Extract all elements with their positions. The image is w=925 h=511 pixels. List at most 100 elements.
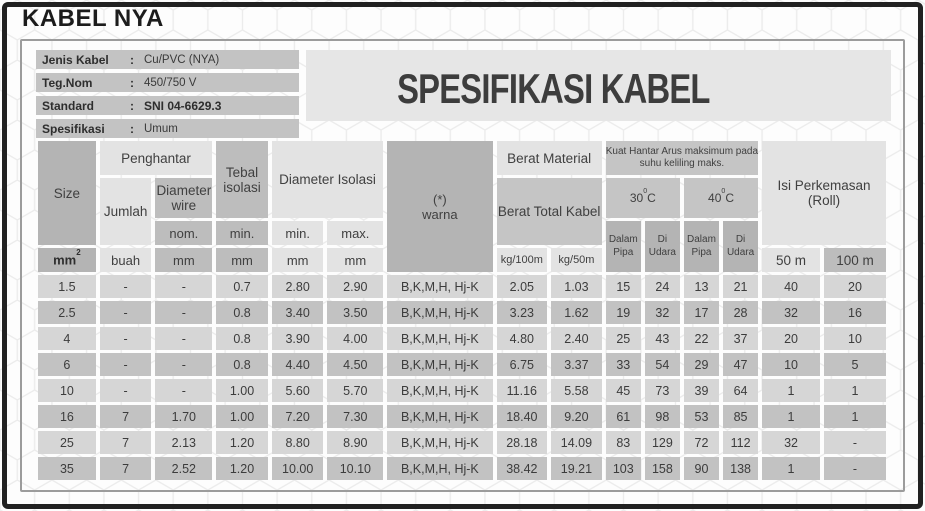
table-cell: 1.62: [551, 301, 602, 324]
table-cell: 35: [38, 457, 96, 480]
header-max-diameter: max.: [327, 221, 384, 245]
info-separator: :: [130, 75, 134, 90]
table-cell: 22: [683, 327, 720, 350]
table-header: Size Penghantar Tebal isolasi Diameter I…: [38, 141, 886, 272]
unit-mm-max: mm: [327, 248, 384, 272]
table-cell: -: [99, 353, 152, 376]
table-cell: 19.21: [551, 457, 602, 480]
table-cell: 72: [683, 431, 720, 454]
header-di-udara-40: Di Udara: [723, 221, 759, 272]
unit-roll-50m: 50 m: [762, 248, 820, 272]
table-cell: 18.40: [496, 405, 548, 428]
table-cell: B,K,M,H, Hj-K: [387, 353, 493, 376]
spec-title: SPESIFIKASI KABEL: [397, 64, 710, 112]
table-cell: 1.00: [216, 379, 268, 402]
table-cell: 9.20: [551, 405, 602, 428]
table-cell: B,K,M,H, Hj-K: [387, 431, 493, 454]
table-cell: 4.80: [496, 327, 548, 350]
table-cell: 1.03: [551, 275, 602, 298]
unit-mm2: mm2: [38, 248, 96, 272]
table-cell: -: [99, 379, 152, 402]
table-cell: 3.40: [271, 301, 324, 324]
table-cell: 6: [38, 353, 96, 376]
table-cell: 20: [823, 275, 886, 298]
table-row: 6- -0.8 4.40 4.50 B,K,M,H, Hj-K 6.75 3.37 33 54 2…: [38, 353, 886, 376]
warna-mark: (*): [433, 191, 447, 207]
table-cell: 3.23: [496, 301, 548, 324]
header-min-tebal: min.: [216, 221, 268, 245]
table-cell: 33: [605, 353, 641, 376]
table-cell: 85: [723, 405, 759, 428]
temp-value: 40: [708, 191, 722, 205]
temp-value: 30: [629, 191, 644, 205]
info-separator: :: [130, 98, 134, 113]
table-cell: 3.50: [327, 301, 384, 324]
info-row-jenis-kabel: Jenis Kabel : Cu/PVC (NYA): [36, 50, 299, 69]
cable-info-box: Jenis Kabel : Cu/PVC (NYA) Teg.Nom : 450…: [36, 50, 299, 142]
table-cell: 3.90: [271, 327, 324, 350]
header-min-diameter: min.: [271, 221, 324, 245]
table-cell: 28: [723, 301, 759, 324]
table-cell: -: [823, 431, 886, 454]
table-cell: 25: [605, 327, 641, 350]
spec-title-box: SPESIFIKASI KABEL: [306, 50, 891, 121]
table-cell: 2.05: [496, 275, 548, 298]
table-cell: 0.8: [216, 353, 268, 376]
table-row: 4- -0.8 3.90 4.00 B,K,M,H, Hj-K 4.80 2.40 25 43 2…: [38, 327, 886, 350]
table-cell: 10: [38, 379, 96, 402]
table-cell: 11.16: [496, 379, 548, 402]
degree-unit: C: [725, 191, 734, 205]
info-row-spesifikasi: Spesifikasi : Umum: [36, 119, 299, 138]
header-dalam-pipa-30: Dalam Pipa: [605, 221, 641, 272]
unit-kg-50m: kg/50m: [551, 248, 602, 272]
page-title: KABEL NYA: [22, 5, 164, 32]
table-cell: -: [155, 301, 213, 324]
table-cell: 1.70: [155, 405, 213, 428]
table-cell: B,K,M,H, Hj-K: [387, 405, 493, 428]
table-cell: 112: [723, 431, 759, 454]
degree-unit: C: [647, 191, 656, 205]
table-cell: 138: [723, 457, 759, 480]
header-dalam-pipa-40: Dalam Pipa: [683, 221, 720, 272]
info-label: Jenis Kabel: [42, 52, 109, 67]
header-diameter-isolasi: Diameter Isolasi: [271, 141, 384, 218]
table-cell: 7.20: [271, 405, 324, 428]
table-cell: 39: [683, 379, 720, 402]
table-cell: 6.75: [496, 353, 548, 376]
table-cell: 103: [605, 457, 641, 480]
unit-base: mm: [53, 252, 77, 268]
table-cell: -: [99, 301, 152, 324]
info-row-standard: Standard : SNI 04-6629.3: [36, 96, 299, 115]
table-cell: 61: [605, 405, 641, 428]
table-cell: -: [99, 327, 152, 350]
table-cell: 25: [38, 431, 96, 454]
spec-table-body: 1.5- -0.7 2.80 2.90 B,K,M,H, Hj-K 2.05 1.03 15 2…: [38, 275, 886, 480]
table-cell: 20: [762, 327, 820, 350]
table-cell: B,K,M,H, Hj-K: [387, 327, 493, 350]
warna-label: warna: [422, 206, 458, 222]
info-separator: :: [130, 52, 134, 67]
table-cell: 19: [605, 301, 641, 324]
table-cell: 7: [99, 457, 152, 480]
table-cell: 10.00: [271, 457, 324, 480]
table-cell: 5: [823, 353, 886, 376]
table-cell: 0.8: [216, 327, 268, 350]
table-cell: 24: [644, 275, 680, 298]
table-cell: 15: [605, 275, 641, 298]
table-cell: 40: [762, 275, 820, 298]
header-diameter-wire: Diameter wire: [155, 178, 213, 218]
info-label: Spesifikasi: [42, 121, 105, 136]
unit-kg-100m: kg/100m: [496, 248, 548, 272]
table-cell: 1: [823, 379, 886, 402]
header-berat-total-kabel: Berat Total Kabel: [496, 178, 602, 245]
unit-mm-nom: mm: [155, 248, 213, 272]
table-cell: 8.80: [271, 431, 324, 454]
table-cell: 1.00: [216, 405, 268, 428]
info-value: 450/750 V: [144, 76, 197, 89]
table-cell: 38.42: [496, 457, 548, 480]
unit-sup: 2: [76, 248, 81, 258]
table-cell: 17: [683, 301, 720, 324]
table-cell: 54: [644, 353, 680, 376]
table-cell: 3.37: [551, 353, 602, 376]
table-cell: -: [99, 275, 152, 298]
